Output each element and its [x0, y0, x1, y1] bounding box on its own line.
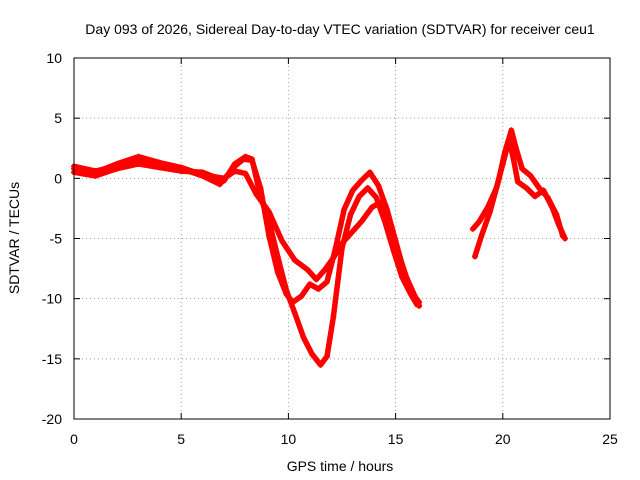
data-point	[377, 199, 384, 206]
x-tick-label: 15	[388, 431, 404, 447]
data-point	[330, 313, 337, 320]
data-point	[253, 190, 260, 197]
data-point	[92, 169, 99, 176]
data-point	[113, 160, 120, 167]
data-point	[242, 170, 249, 177]
data-point	[510, 156, 517, 163]
data-point	[289, 299, 296, 306]
data-point	[248, 157, 255, 164]
data-point	[306, 281, 313, 288]
y-tick-label: 5	[54, 110, 62, 126]
data-point	[495, 177, 502, 184]
x-tick-label: 20	[495, 431, 511, 447]
data-point	[221, 175, 228, 182]
data-point	[321, 266, 328, 273]
data-point	[298, 293, 305, 300]
data-point	[323, 278, 330, 285]
data-point	[501, 148, 508, 155]
data-point	[347, 230, 354, 237]
series-line	[472, 127, 566, 260]
chart-title: Day 093 of 2026, Sidereal Day-to-day VTE…	[85, 21, 595, 37]
data-point	[317, 361, 324, 368]
data-point	[531, 193, 538, 200]
data-point	[266, 233, 273, 240]
data-point	[330, 254, 337, 261]
data-point	[199, 171, 206, 178]
data-point	[278, 237, 285, 244]
y-tick-labels: 10 5 0 -5 -10 -15 -20	[42, 50, 62, 427]
data-point	[358, 218, 365, 225]
series-track-1	[71, 153, 421, 368]
y-tick-label: 0	[54, 170, 62, 186]
data-point	[469, 225, 476, 232]
data-point	[300, 334, 307, 341]
data-point	[339, 240, 345, 247]
data-point	[323, 353, 330, 360]
series-line	[71, 153, 422, 309]
data-point	[135, 153, 142, 160]
series-layer	[71, 127, 568, 368]
data-point	[514, 178, 521, 185]
data-point	[240, 156, 247, 163]
y-tick-label: -10	[42, 291, 62, 307]
data-point	[536, 184, 543, 191]
data-point	[411, 293, 418, 300]
data-point	[403, 274, 410, 281]
data-point	[369, 204, 376, 211]
data-point	[519, 165, 526, 172]
y-tick-label: 10	[46, 50, 62, 66]
data-point	[366, 169, 373, 176]
data-point	[373, 194, 380, 201]
x-tick-label: 5	[177, 431, 185, 447]
data-point	[308, 351, 315, 358]
data-point	[347, 211, 354, 218]
data-point	[216, 181, 223, 188]
data-point	[478, 233, 485, 240]
y-axis-label: SDTVAR / TECUs	[6, 182, 22, 294]
data-point	[304, 266, 311, 273]
ticks	[73, 57, 611, 420]
data-point	[508, 127, 515, 134]
data-point	[512, 144, 519, 151]
data-point	[231, 168, 238, 175]
x-axis-label: GPS time / hours	[287, 458, 394, 474]
data-point	[364, 184, 371, 191]
data-point	[394, 247, 401, 254]
data-point	[349, 187, 356, 194]
series-track-5	[471, 127, 566, 260]
data-point	[471, 253, 478, 260]
series-track-3	[71, 153, 423, 309]
data-point	[553, 211, 560, 218]
data-point	[527, 172, 534, 179]
data-point	[416, 302, 423, 309]
data-point	[315, 286, 322, 293]
data-point	[523, 184, 530, 191]
data-point	[358, 177, 365, 184]
data-point	[544, 194, 551, 201]
data-point	[274, 269, 281, 276]
data-point	[375, 182, 382, 189]
data-point	[291, 310, 298, 317]
x-tick-label: 25	[602, 431, 618, 447]
data-point	[291, 257, 298, 264]
x-tick-labels: 0 5 10 15 20 25	[70, 431, 618, 447]
y-tick-label: -5	[50, 231, 63, 247]
data-point	[257, 184, 264, 191]
data-point	[356, 193, 363, 200]
data-point	[266, 209, 273, 216]
y-tick-label: -15	[42, 351, 62, 367]
data-point	[313, 276, 320, 283]
data-point	[156, 159, 163, 166]
data-point	[559, 233, 566, 240]
data-point	[386, 218, 393, 225]
y-tick-label: -20	[42, 411, 62, 427]
data-point	[178, 164, 185, 171]
data-point	[476, 218, 483, 225]
data-point	[341, 206, 348, 213]
data-point	[283, 290, 290, 297]
x-tick-label: 0	[70, 431, 78, 447]
data-point	[486, 209, 493, 216]
x-tick-label: 10	[281, 431, 297, 447]
